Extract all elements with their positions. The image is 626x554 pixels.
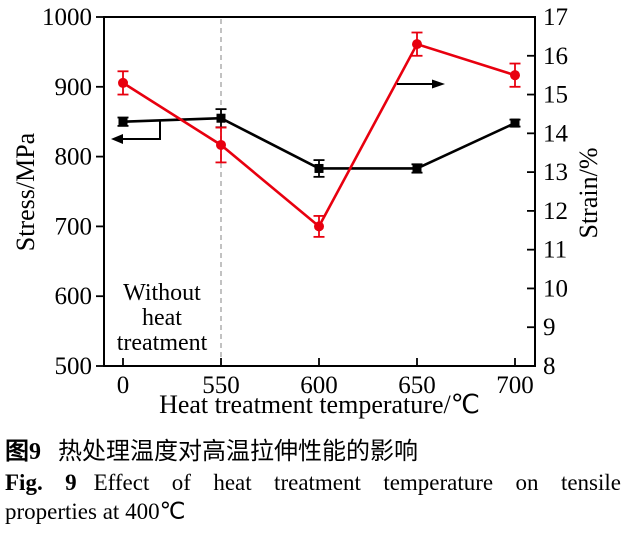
x-axis-tick-label: 0: [117, 372, 130, 399]
x-axis-tick-label: 550: [202, 372, 240, 399]
x-axis-tick-label: 600: [300, 372, 338, 399]
x-axis-tick-label: 650: [398, 372, 436, 399]
strain-marker: [118, 77, 128, 88]
strain-series-line: [122, 42, 516, 229]
strain-axis-title: Strain/%: [574, 148, 603, 239]
figure-caption: 图9 热处理温度对高温拉伸性能的影响 Fig. 9 Effect of heat t…: [5, 437, 621, 526]
stress-axis-arrow: [123, 121, 161, 140]
annotation-without-heat-treatment: heat: [142, 305, 182, 331]
stress-axis-title: Stress/MPa: [11, 132, 40, 251]
right-axis-tick-label: 12: [543, 198, 568, 225]
stress-marker: [216, 113, 226, 123]
annotation-without-heat-treatment: Without: [123, 280, 201, 306]
right-axis-tick-label: 16: [543, 43, 568, 70]
left-axis-tick-label: 500: [55, 353, 93, 380]
strain-marker: [510, 70, 520, 81]
left-axis-tick-label: 900: [55, 74, 93, 101]
right-axis-tick-label: 9: [543, 314, 556, 341]
tensile-properties-chart: 500 600 700 800 900 1000 8 9 10 11 12 13 14 15 16 17 0 55…: [11, 4, 603, 419]
strain-axis-arrow-head: [432, 79, 445, 89]
right-axis-tick-label: 15: [543, 82, 568, 109]
strain-marker: [412, 39, 422, 50]
stress-marker: [412, 163, 422, 173]
strain-marker: [216, 139, 226, 150]
left-axis-tick-label: 1000: [42, 4, 92, 31]
right-axis-tick-label: 11: [543, 237, 567, 264]
right-axis-tick-label: 8: [543, 353, 556, 380]
left-axis-tick-label: 800: [55, 144, 93, 171]
caption-zh-text: 热处理温度对高温拉伸性能的影响: [58, 439, 418, 465]
stress-marker: [314, 163, 324, 173]
right-axis-tick-label: 14: [543, 120, 569, 147]
caption-en-text: Effect of heat treatment temperature on …: [93, 470, 621, 495]
left-axis-tick-label: 700: [55, 213, 93, 240]
stress-axis-arrow-head: [111, 134, 123, 144]
stress-marker: [118, 117, 128, 127]
left-axis-tick-label: 600: [55, 283, 93, 310]
right-axis-tick-label: 17: [543, 4, 568, 31]
right-axis-tick-label: 10: [543, 275, 568, 302]
strain-marker: [314, 221, 324, 232]
x-axis-title: Heat treatment temperature/℃: [159, 390, 480, 419]
caption-en-line1: Fig. 9 Effect of heat treatment temperatu…: [5, 468, 621, 497]
caption-en-line2: properties at 400℃: [5, 499, 186, 524]
caption-zh-label: 图9: [5, 439, 41, 465]
x-axis-tick-label: 700: [496, 372, 534, 399]
right-axis-tick-label: 13: [543, 159, 568, 186]
caption-en-label: Fig. 9: [5, 470, 77, 495]
stress-marker: [510, 118, 520, 128]
caption-zh: 图9 热处理温度对高温拉伸性能的影响: [5, 437, 621, 468]
annotation-without-heat-treatment: treatment: [117, 330, 208, 356]
